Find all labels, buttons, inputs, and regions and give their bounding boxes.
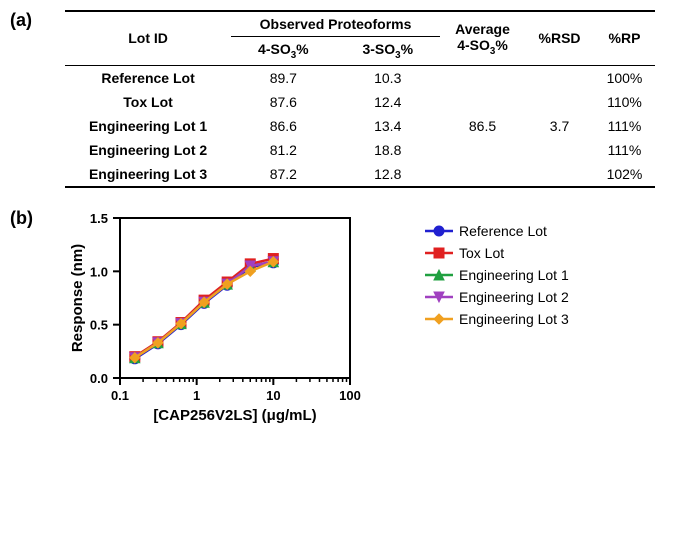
legend-item: Engineering Lot 2 xyxy=(425,289,569,305)
th-3so3: 3-SO3% xyxy=(336,37,440,66)
svg-text:Response (nm): Response (nm) xyxy=(69,244,86,352)
cell-t: 12.8 xyxy=(336,162,440,187)
cell-avg xyxy=(440,138,525,162)
th-avg-suf: % xyxy=(495,37,507,53)
th-lotid: Lot ID xyxy=(65,11,231,65)
proteoforms-table: Lot ID Observed Proteoforms Average 4-SO… xyxy=(65,10,655,188)
cell-avg xyxy=(440,90,525,114)
th-avg: Average 4-SO3% xyxy=(440,11,525,65)
th-avg-l1: Average xyxy=(455,21,510,37)
th-3-pre: 3-SO xyxy=(362,41,395,57)
svg-text:1.0: 1.0 xyxy=(90,264,108,279)
cell-lot: Reference Lot xyxy=(65,65,231,90)
svg-text:1.5: 1.5 xyxy=(90,211,108,226)
cell-t: 10.3 xyxy=(336,65,440,90)
cell-rsd xyxy=(525,65,594,90)
cell-rp: 111% xyxy=(594,114,655,138)
cell-rsd xyxy=(525,138,594,162)
cell-f: 81.2 xyxy=(231,138,335,162)
cell-avg: 86.5 xyxy=(440,114,525,138)
response-chart: 0.1 1 10 100 0.0 0.5 1.0 1.5 Response (nm) [CAP25… xyxy=(65,208,365,438)
panel-a: (a) Lot ID Observed Proteoforms Average … xyxy=(10,10,675,188)
legend-item: Engineering Lot 3 xyxy=(425,311,569,327)
th-observed: Observed Proteoforms xyxy=(231,11,440,37)
th-avg-pre: 4-SO xyxy=(457,37,490,53)
svg-text:1: 1 xyxy=(193,388,200,403)
cell-t: 12.4 xyxy=(336,90,440,114)
legend-label: Engineering Lot 3 xyxy=(459,311,569,327)
legend-label: Engineering Lot 1 xyxy=(459,267,569,283)
cell-f: 86.6 xyxy=(231,114,335,138)
legend-item: Tox Lot xyxy=(425,245,569,261)
th-4so3: 4-SO3% xyxy=(231,37,335,66)
cell-lot: Engineering Lot 3 xyxy=(65,162,231,187)
cell-rsd xyxy=(525,162,594,187)
panel-b: (b) 0.1 1 10 100 0.0 0.5 1.0 1.5 Response (nm) [C… xyxy=(10,208,675,458)
cell-rp: 100% xyxy=(594,65,655,90)
svg-text:10: 10 xyxy=(266,388,280,403)
legend-label: Tox Lot xyxy=(459,245,504,261)
legend: Reference Lot Tox Lot Engineering Lot 1 Eng… xyxy=(425,223,569,333)
cell-lot: Tox Lot xyxy=(65,90,231,114)
legend-label: Reference Lot xyxy=(459,223,547,239)
cell-t: 18.8 xyxy=(336,138,440,162)
table-wrap: Lot ID Observed Proteoforms Average 4-SO… xyxy=(65,10,655,188)
chart-area: 0.1 1 10 100 0.0 0.5 1.0 1.5 Response (nm) [CAP25… xyxy=(65,208,675,458)
cell-lot: Engineering Lot 1 xyxy=(65,114,231,138)
legend-label: Engineering Lot 2 xyxy=(459,289,569,305)
cell-avg xyxy=(440,65,525,90)
cell-t: 13.4 xyxy=(336,114,440,138)
th-3-suf: % xyxy=(401,41,413,57)
th-rsd: %RSD xyxy=(525,11,594,65)
th-4-suf: % xyxy=(296,41,308,57)
cell-rp: 111% xyxy=(594,138,655,162)
table-row: Engineering Lot 281.218.8 111% xyxy=(65,138,655,162)
cell-avg xyxy=(440,162,525,187)
cell-lot: Engineering Lot 2 xyxy=(65,138,231,162)
svg-text:0.5: 0.5 xyxy=(90,317,108,332)
svg-text:0.0: 0.0 xyxy=(90,371,108,386)
cell-f: 89.7 xyxy=(231,65,335,90)
panel-a-label: (a) xyxy=(10,10,32,31)
panel-b-label: (b) xyxy=(10,208,33,229)
cell-rp: 102% xyxy=(594,162,655,187)
cell-f: 87.2 xyxy=(231,162,335,187)
th-rp: %RP xyxy=(594,11,655,65)
legend-item: Reference Lot xyxy=(425,223,569,239)
legend-item: Engineering Lot 1 xyxy=(425,267,569,283)
cell-f: 87.6 xyxy=(231,90,335,114)
cell-rsd xyxy=(525,90,594,114)
th-4-pre: 4-SO xyxy=(258,41,291,57)
svg-text:0.1: 0.1 xyxy=(111,388,129,403)
table-row: Engineering Lot 186.613.486.53.7111% xyxy=(65,114,655,138)
table-row: Engineering Lot 387.212.8 102% xyxy=(65,162,655,187)
table-row: Tox Lot87.612.4 110% xyxy=(65,90,655,114)
svg-text:100: 100 xyxy=(339,388,361,403)
cell-rsd: 3.7 xyxy=(525,114,594,138)
cell-rp: 110% xyxy=(594,90,655,114)
svg-text:[CAP256V2LS] (μg/mL): [CAP256V2LS] (μg/mL) xyxy=(153,407,316,424)
table-row: Reference Lot89.710.3 100% xyxy=(65,65,655,90)
